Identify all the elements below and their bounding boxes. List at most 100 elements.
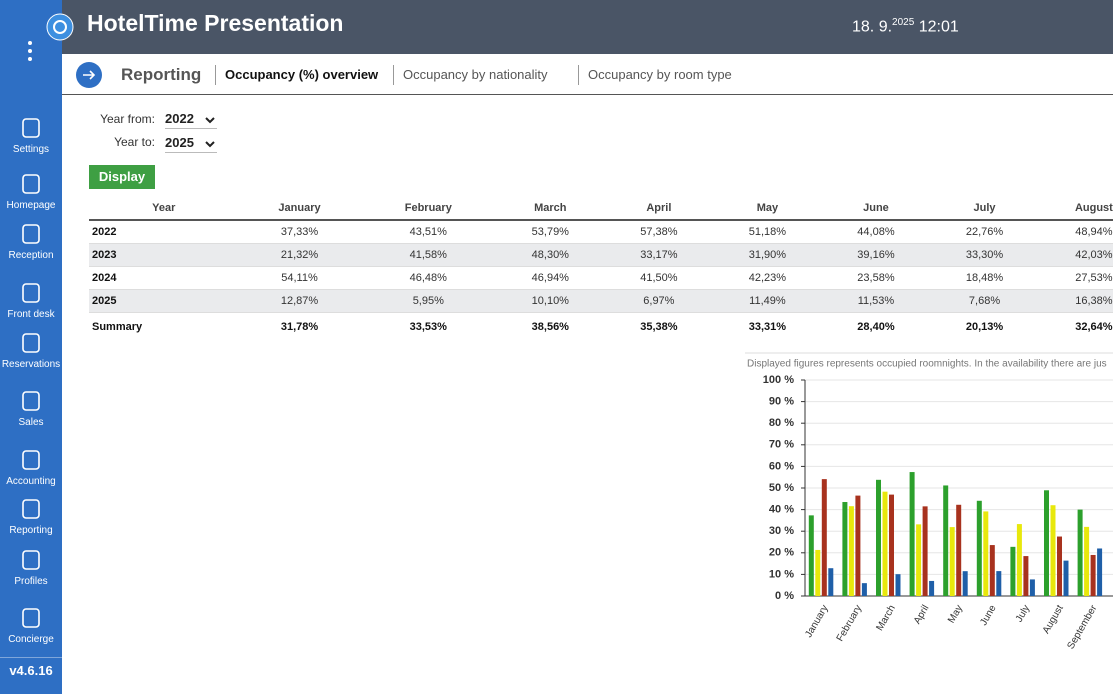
filter-label: Year to: xyxy=(114,135,155,149)
table-cell: 48,94% xyxy=(1038,220,1113,244)
x-tick-label: January xyxy=(803,603,830,639)
y-tick-label: 20 % xyxy=(769,547,794,559)
nav-item[interactable]: Profiles xyxy=(0,548,62,587)
bar xyxy=(1063,560,1069,596)
table-cell: 18,48% xyxy=(930,266,1039,290)
bar xyxy=(943,485,949,596)
sidebar: Settings Homepage Reception Front desk Reser… xyxy=(0,0,62,694)
table-row: 2025 12,87% 5,95% 10,10% 6,97% 11,49% 11,53% 7,… xyxy=(89,289,1113,313)
chevron xyxy=(205,117,215,124)
nav-icon xyxy=(22,550,40,570)
bar xyxy=(815,549,821,596)
table-row: 2024 54,11% 46,48% 46,94% 41,50% 42,23% 23,58%… xyxy=(89,266,1113,290)
bar xyxy=(949,527,955,596)
table-cell: 23,58% xyxy=(821,266,931,290)
table-cell: 21,32% xyxy=(238,243,361,267)
y-tick-label: 60 % xyxy=(769,460,794,472)
nav-label: Sales xyxy=(18,417,44,428)
separator xyxy=(393,65,394,85)
table-cell: 53,79% xyxy=(496,220,605,244)
summary-cell: 33,31% xyxy=(748,321,787,333)
nav-item[interactable]: Reception xyxy=(0,222,62,261)
bar xyxy=(828,568,834,596)
bar xyxy=(876,479,881,596)
column-header: February xyxy=(360,197,497,221)
column-header: May xyxy=(713,197,822,221)
nav-label: Reception xyxy=(8,250,54,261)
arrow-button[interactable] xyxy=(75,61,103,89)
nav-item[interactable]: Reservations xyxy=(0,331,62,370)
tab[interactable]: Occupancy (%) overview xyxy=(225,67,379,82)
y-tick-label: 50 % xyxy=(769,482,794,494)
bar xyxy=(1010,546,1016,596)
bar xyxy=(848,506,854,596)
nav-item[interactable]: Homepage xyxy=(0,172,62,211)
bar xyxy=(929,580,935,596)
tab[interactable]: Occupancy by nationality xyxy=(403,67,548,82)
table-cell: 42,03% xyxy=(1038,243,1113,267)
table-cell: 51,18% xyxy=(713,220,822,244)
y-tick-label: 10 % xyxy=(769,568,794,580)
menu-dots[interactable] xyxy=(24,40,36,64)
year-to-select[interactable]: 2025 xyxy=(165,135,217,153)
nav-label: Reservations xyxy=(1,359,61,370)
table-cell: 43,51% xyxy=(360,220,497,244)
icon-shape xyxy=(22,499,40,519)
summary-cell: 31,78% xyxy=(280,321,319,333)
table-cell: 2022 xyxy=(89,220,239,244)
table-cell: 6,97% xyxy=(604,289,714,313)
nav-item[interactable]: Settings xyxy=(0,116,62,155)
table-cell: 31,90% xyxy=(713,243,822,267)
table-cell: 39,16% xyxy=(821,243,931,267)
x-tick-label: April xyxy=(912,603,932,626)
chart: Displayed figures represents occupied ro… xyxy=(745,352,1113,651)
nav-item[interactable]: Concierge xyxy=(0,606,62,645)
table-cell: 7,68% xyxy=(930,289,1039,313)
year-from-select[interactable]: 2022 xyxy=(165,111,217,129)
x-tick-label: March xyxy=(874,603,897,633)
summary-cell: 28,40% xyxy=(857,321,895,333)
table-cell: 57,38% xyxy=(604,220,714,244)
separator xyxy=(578,65,579,85)
nav-item[interactable]: Accounting xyxy=(0,448,62,487)
icon-shape xyxy=(22,224,40,244)
nav-item[interactable]: Front desk xyxy=(0,281,62,320)
table-cell: 54,11% xyxy=(238,266,361,290)
tab[interactable]: Occupancy by room type xyxy=(588,67,732,82)
select-value: 2025 xyxy=(165,135,194,150)
column-header: April xyxy=(604,197,714,221)
column-header: August xyxy=(1038,197,1113,221)
nav-item[interactable]: Sales xyxy=(0,389,62,428)
bar xyxy=(842,502,848,596)
bar xyxy=(1097,548,1103,596)
display-button[interactable]: Display xyxy=(89,165,155,189)
icon-shape xyxy=(22,283,40,303)
nav-label: Reporting xyxy=(9,525,53,536)
bar xyxy=(808,515,814,596)
bar xyxy=(909,472,915,596)
summary-cell: 20,13% xyxy=(965,321,1004,333)
x-tick-label: August xyxy=(1041,603,1066,636)
icon-shape xyxy=(22,391,40,411)
table-cell: 42,23% xyxy=(713,266,822,290)
nav-icon xyxy=(22,118,40,138)
table-cell: 22,76% xyxy=(930,220,1039,244)
table-cell: 12,87% xyxy=(238,289,361,313)
icon-shape xyxy=(22,174,40,194)
y-tick-label: 80 % xyxy=(769,417,794,429)
table-row: 2022 37,33% 43,51% 53,79% 57,38% 51,18% 44,08%… xyxy=(89,220,1113,244)
table-cell: 48,30% xyxy=(496,243,605,267)
nav-icon xyxy=(22,391,40,411)
nav-item[interactable]: Reporting xyxy=(0,497,62,536)
table-cell: 46,48% xyxy=(360,266,497,290)
table-cell: 41,58% xyxy=(360,243,497,267)
column-header: March xyxy=(496,197,605,221)
gear-icon[interactable] xyxy=(46,13,74,41)
icon-shape xyxy=(22,118,40,138)
bar xyxy=(1084,526,1090,596)
chart-note: Displayed figures represents occupied ro… xyxy=(747,359,1107,370)
bar xyxy=(855,495,861,596)
table-row: 2023 21,32% 41,58% 48,30% 33,17% 31,90% 39,16%… xyxy=(89,243,1113,267)
separator xyxy=(215,65,216,85)
